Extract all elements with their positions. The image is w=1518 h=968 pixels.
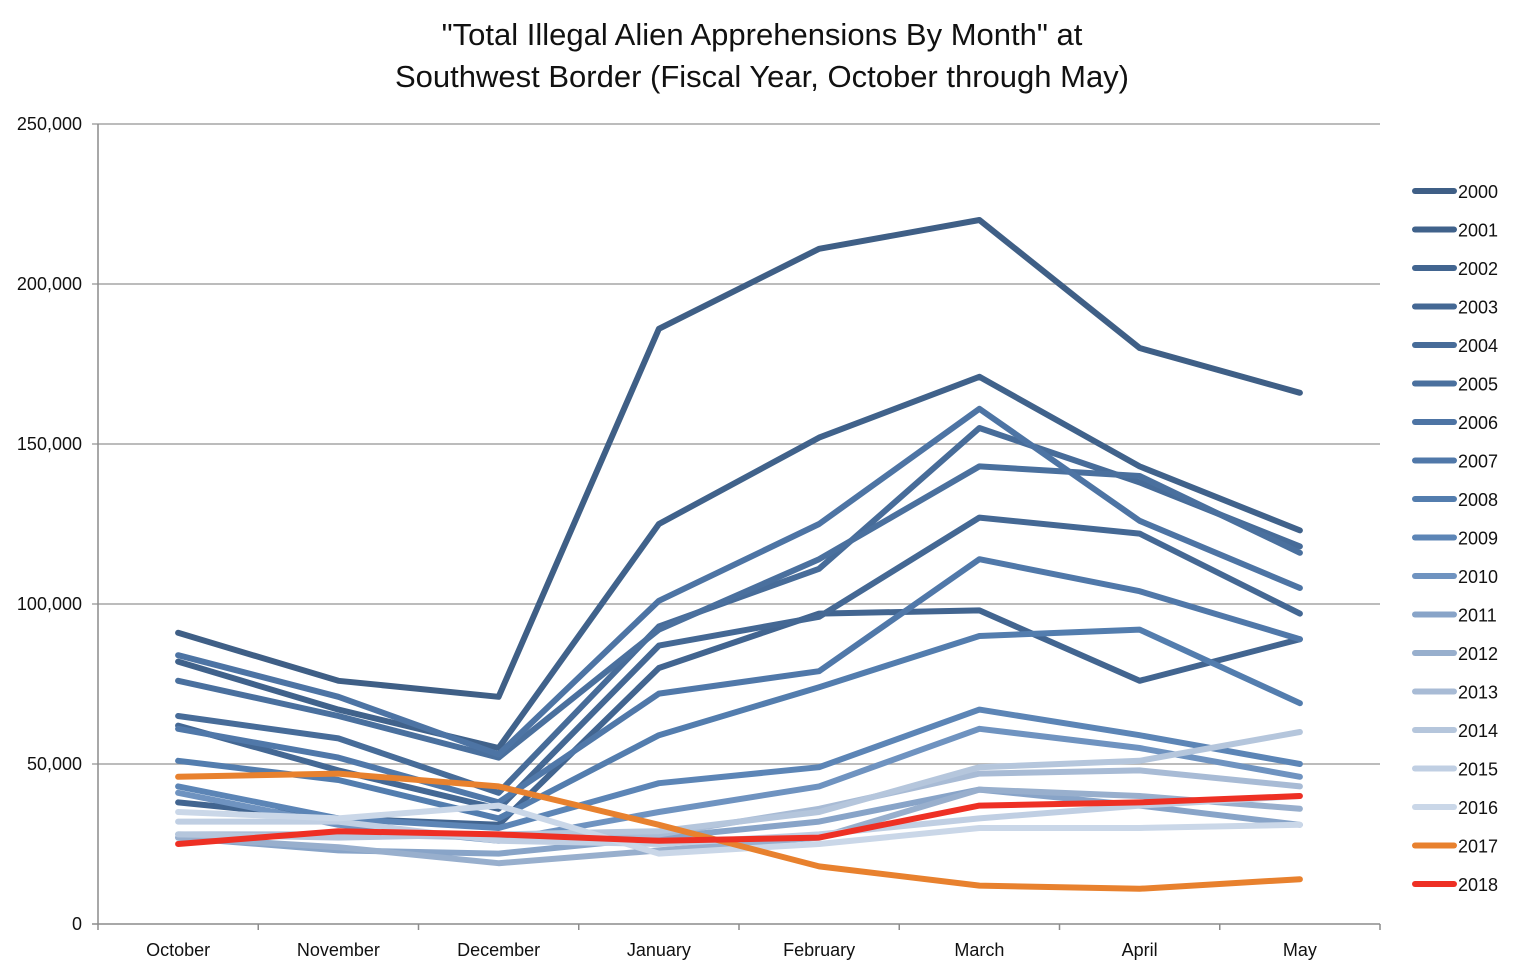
series-line-2005 xyxy=(175,463,1303,761)
legend-label-2017: 2017 xyxy=(1458,837,1498,857)
y-tick-label: 0 xyxy=(72,914,82,934)
x-tick-label: December xyxy=(457,940,540,960)
x-tick-label: October xyxy=(146,940,210,960)
legend-label-2018: 2018 xyxy=(1458,875,1498,895)
chart-title-line-2: Southwest Border (Fiscal Year, October t… xyxy=(395,59,1129,94)
gridlines xyxy=(92,123,1380,765)
legend: 2000 2001 2002 2003 2004 2005 2006 2007 2008 2009… xyxy=(1412,182,1498,895)
legend-label-2002: 2002 xyxy=(1458,259,1498,279)
legend-label-2006: 2006 xyxy=(1458,413,1498,433)
x-tick-label: January xyxy=(627,940,691,960)
legend-label-2003: 2003 xyxy=(1458,298,1498,318)
series-line-2000 xyxy=(175,217,1303,700)
legend-label-2010: 2010 xyxy=(1458,567,1498,587)
series-lines xyxy=(175,217,1303,892)
axes xyxy=(92,124,1381,930)
legend-label-2008: 2008 xyxy=(1458,490,1498,510)
legend-label-2001: 2001 xyxy=(1458,221,1498,241)
legend-label-2014: 2014 xyxy=(1458,721,1498,741)
series-line-2008 xyxy=(175,626,1303,822)
legend-label-2007: 2007 xyxy=(1458,452,1498,472)
x-tick-label: April xyxy=(1122,940,1158,960)
series-line-2001 xyxy=(175,373,1303,751)
legend-label-2005: 2005 xyxy=(1458,375,1498,395)
series-line-2007 xyxy=(175,556,1303,806)
x-tick-label: November xyxy=(297,940,380,960)
y-tick-label: 150,000 xyxy=(17,434,82,454)
y-axis-ticks: 0 50,000 100,000 150,000 200,000 250,000 xyxy=(17,114,82,934)
series-line-2009 xyxy=(175,706,1303,831)
legend-label-2004: 2004 xyxy=(1458,336,1498,356)
series-line-2018 xyxy=(175,793,1303,847)
legend-label-2009: 2009 xyxy=(1458,529,1498,549)
x-axis-ticks: October November December January February Ma… xyxy=(146,940,1317,960)
series-line-2014 xyxy=(175,729,1303,841)
y-tick-label: 200,000 xyxy=(17,274,82,294)
legend-label-2016: 2016 xyxy=(1458,798,1498,818)
legend-label-2015: 2015 xyxy=(1458,760,1498,780)
y-tick-label: 100,000 xyxy=(17,594,82,614)
legend-label-2011: 2011 xyxy=(1458,606,1497,626)
series-line-2006 xyxy=(175,405,1303,758)
series-line-2016 xyxy=(175,802,1303,857)
y-tick-label: 50,000 xyxy=(27,754,82,774)
x-tick-label: February xyxy=(783,940,855,960)
x-tick-label: March xyxy=(954,940,1004,960)
legend-label-2013: 2013 xyxy=(1458,683,1498,703)
legend-label-2000: 2000 xyxy=(1458,182,1498,202)
chart-title-line-1: "Total Illegal Alien Apprehensions By Mo… xyxy=(442,17,1083,52)
y-tick-label: 250,000 xyxy=(17,114,82,134)
x-tick-label: May xyxy=(1283,940,1317,960)
legend-label-2012: 2012 xyxy=(1458,644,1498,664)
series-line-2017 xyxy=(175,770,1303,892)
